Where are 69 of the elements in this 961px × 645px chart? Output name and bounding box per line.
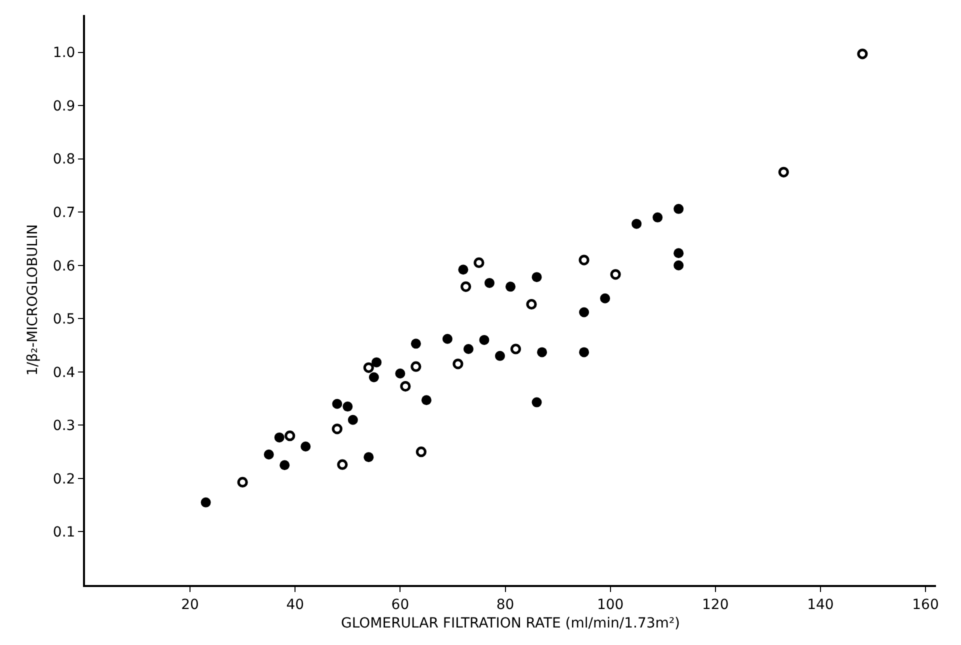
point: [579, 307, 590, 318]
y-tick-label: 0.2: [52, 471, 76, 488]
point: [337, 459, 348, 470]
point: [458, 264, 468, 275]
point: [300, 442, 311, 452]
point: [200, 497, 211, 508]
point: [421, 395, 432, 406]
point: [442, 334, 452, 344]
y-tick-label: 1.0: [52, 45, 76, 62]
point: [400, 381, 411, 392]
x-tick-label: 120: [702, 596, 729, 613]
y-tick-label: 0.1: [52, 524, 76, 541]
point: [579, 347, 590, 358]
point: [506, 282, 516, 292]
point: [510, 344, 522, 354]
point: [600, 293, 610, 304]
point: [368, 372, 379, 382]
point: [479, 334, 490, 345]
point: [494, 350, 505, 361]
point: [332, 424, 342, 434]
point: [342, 402, 353, 412]
point: [416, 446, 426, 458]
point: [264, 449, 274, 460]
point: [348, 414, 358, 425]
point: [237, 476, 248, 488]
y-tick-label: 0.7: [52, 205, 76, 221]
point: [332, 398, 342, 409]
y-tick-label: 0.8: [52, 152, 76, 168]
point: [395, 368, 406, 379]
x-tick-label: 20: [181, 596, 199, 613]
point: [652, 212, 663, 222]
point: [537, 347, 548, 358]
point: [610, 269, 621, 280]
y-tick-label: 0.9: [52, 98, 76, 114]
point: [372, 357, 382, 368]
point: [674, 204, 684, 214]
point: [532, 272, 542, 282]
x-tick-label: 140: [807, 596, 834, 613]
point: [474, 257, 484, 268]
x-tick-label: 80: [496, 596, 514, 613]
point: [526, 298, 537, 310]
point: [410, 361, 422, 372]
y-axis-title: 1/β₂-MICROGLOBULIN: [25, 224, 42, 376]
point: [364, 452, 374, 462]
point: [284, 430, 296, 442]
x-axis-title: GLOMERULAR FILTRATION RATE (ml/min/1.73m²): [340, 616, 680, 632]
x-tick-label: 160: [912, 596, 939, 613]
point: [674, 248, 684, 258]
y-tick-label: 0.6: [52, 258, 76, 274]
point: [463, 344, 474, 354]
point: [460, 281, 472, 292]
point: [632, 218, 642, 229]
point: [363, 362, 374, 373]
y-tick-label: 0.3: [52, 418, 76, 434]
point: [578, 254, 590, 266]
point: [857, 48, 868, 60]
x-tick-label: 40: [286, 596, 304, 613]
y-tick-label: 0.5: [52, 312, 76, 328]
y-tick-label: 0.4: [52, 364, 76, 381]
point: [280, 460, 290, 470]
point: [674, 260, 684, 270]
point: [410, 338, 421, 349]
point: [274, 432, 284, 442]
point: [778, 166, 789, 178]
x-tick-label: 60: [391, 596, 410, 613]
point: [452, 358, 464, 370]
x-tick-label: 100: [596, 596, 624, 613]
point: [484, 278, 494, 288]
point: [532, 397, 542, 408]
